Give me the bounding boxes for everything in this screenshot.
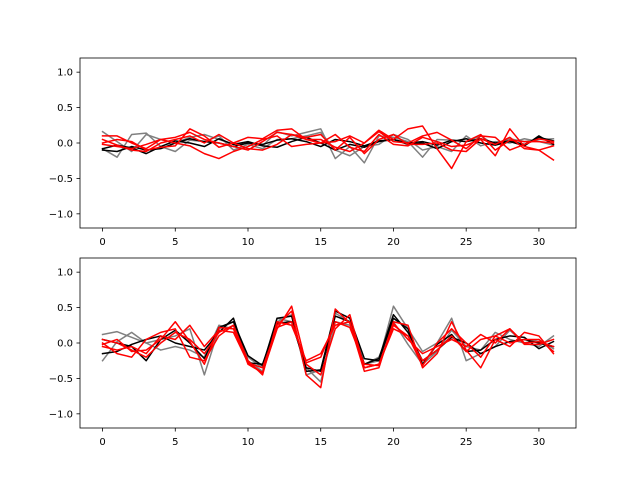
y-tick-label: −1.0 — [49, 409, 73, 420]
x-tick-label: 5 — [172, 437, 178, 448]
x-tick-label: 25 — [460, 437, 473, 448]
y-tick-label: −0.5 — [49, 374, 73, 385]
series-line-7 — [101, 128, 555, 153]
y-tick-label: 0.0 — [57, 339, 73, 350]
series-lines — [101, 305, 555, 389]
top-subplot: 0 5 10 15 20 25 30 −1.0 −0.5 0.0 0.5 1.0 — [49, 57, 577, 248]
series-line-6 — [101, 133, 555, 155]
x-tick-label: 10 — [242, 237, 255, 248]
y-tick-label: −0.5 — [49, 174, 73, 185]
x-tick-label: 25 — [460, 237, 473, 248]
x-tick-label: 30 — [533, 237, 546, 248]
y-tick-label: 1.0 — [57, 68, 73, 79]
y-tick-label: 0.5 — [57, 303, 73, 314]
x-tick-label: 15 — [314, 437, 327, 448]
x-tick-label: 5 — [172, 237, 178, 248]
series-lines — [101, 125, 555, 170]
y-tick-label: 0.0 — [57, 139, 73, 150]
y-tick-label: 0.5 — [57, 103, 73, 114]
x-tick-label: 30 — [533, 437, 546, 448]
series-line-4 — [101, 308, 555, 389]
series-line-7 — [101, 321, 555, 369]
x-tick-label: 15 — [314, 237, 327, 248]
y-tick-label: −1.0 — [49, 209, 73, 220]
x-tick-label: 0 — [99, 437, 105, 448]
x-tick-label: 10 — [242, 437, 255, 448]
series-line-3 — [101, 313, 555, 373]
x-tick-label: 20 — [387, 437, 400, 448]
x-tick-label: 20 — [387, 237, 400, 248]
bottom-subplot: 0 5 10 15 20 25 30 −1.0 −0.5 0.0 0.5 1.0 — [49, 257, 577, 448]
series-line-3 — [101, 135, 555, 155]
y-tick-label: 1.0 — [57, 268, 73, 279]
x-tick-label: 0 — [99, 237, 105, 248]
